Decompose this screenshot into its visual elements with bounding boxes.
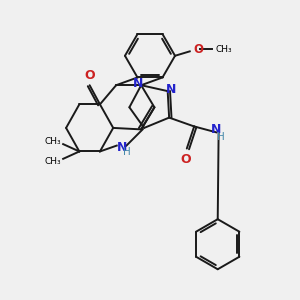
Text: H: H	[217, 132, 224, 142]
Text: CH₃: CH₃	[44, 137, 61, 146]
Text: O: O	[84, 69, 95, 82]
Text: N: N	[211, 123, 221, 136]
Text: N: N	[117, 141, 127, 154]
Text: O: O	[193, 44, 203, 56]
Text: CH₃: CH₃	[216, 44, 232, 53]
Text: H: H	[124, 147, 131, 158]
Text: CH₃: CH₃	[44, 157, 61, 166]
Text: N: N	[165, 83, 176, 96]
Text: O: O	[180, 153, 190, 166]
Text: N: N	[133, 77, 143, 90]
